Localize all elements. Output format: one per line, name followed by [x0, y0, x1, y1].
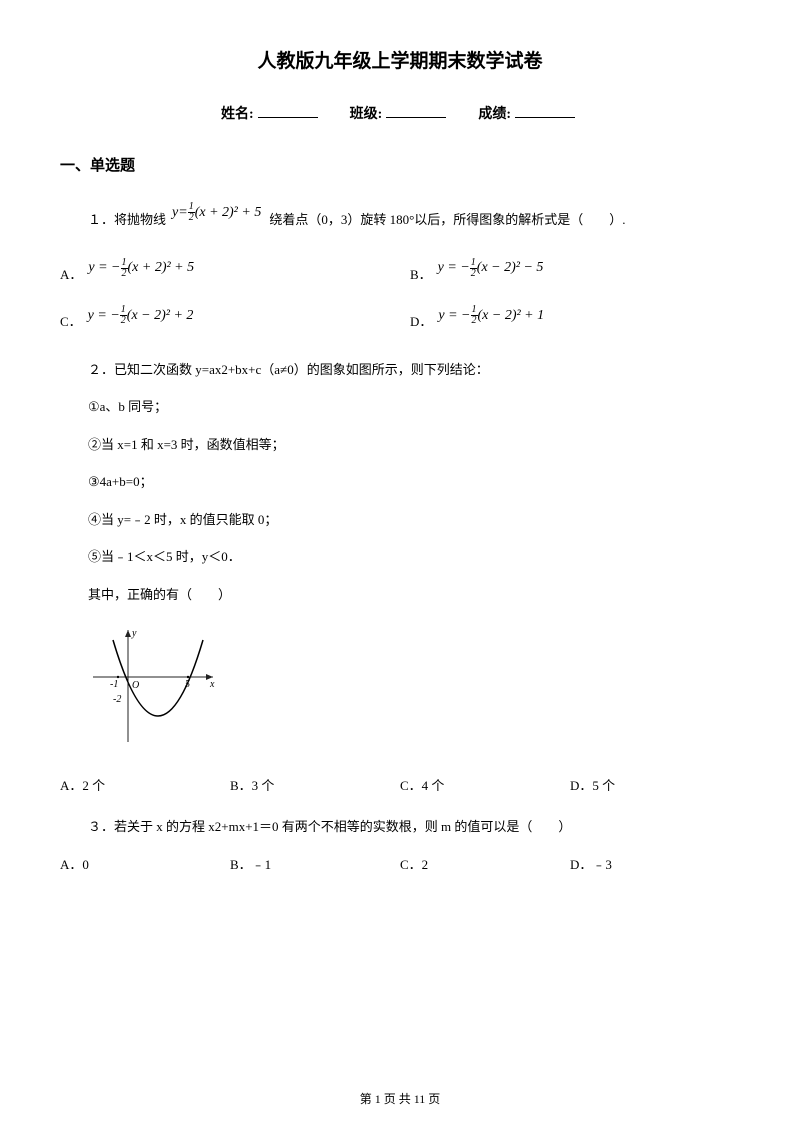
question-3: ３．若关于 x 的方程 x2+mx+1＝0 有两个不相等的实数根，则 m 的值可…: [60, 817, 740, 874]
choice-letter: C．: [60, 312, 82, 332]
frac-num: 1: [470, 258, 477, 269]
q3-choice-A: A．0: [60, 855, 230, 875]
q2-choice-A: A．2 个: [60, 776, 230, 796]
frac-den: 2: [470, 269, 477, 279]
q2-choice-D: D．5 个: [570, 776, 740, 796]
q1-a-lhs: y = −: [88, 260, 120, 275]
choice-letter: A．: [60, 265, 82, 285]
frac-den: 2: [120, 316, 127, 326]
q1-f-lhs: y=: [172, 205, 188, 220]
class-label: 班级:: [350, 107, 383, 122]
origin-label: O: [132, 680, 139, 691]
q3-choices: A．0 B．﹣1 C．2 D．﹣3: [60, 855, 740, 875]
q1-tail: 绕着点（0，3）旋转 180°以后，所得图象的解析式是（ ）.: [269, 210, 625, 230]
choice-letter: D．: [410, 312, 432, 332]
x2-label: 5: [185, 679, 190, 690]
score-label: 成绩:: [478, 107, 511, 122]
q3-lead: ３．若关于 x 的方程 x2+mx+1＝0 有两个不相等的实数根，则 m 的值可…: [60, 817, 740, 837]
q1-c-formula: y = −12(x − 2)² + 2: [88, 305, 194, 326]
name-label: 姓名:: [221, 107, 254, 122]
y-axis-label: y: [131, 628, 137, 639]
q3-choice-D: D．﹣3: [570, 855, 740, 875]
q1-lead: １．将抛物线: [88, 210, 166, 230]
q3-choice-B: B．﹣1: [230, 855, 400, 875]
q2-graph: y x O -1 5 -2: [88, 622, 740, 758]
score-blank: [515, 102, 575, 118]
q1-d-formula: y = −12(x − 2)² + 1: [438, 305, 544, 326]
q1-b-lhs: y = −: [438, 260, 470, 275]
page-footer: 第 1 页 共 11 页: [0, 1090, 800, 1108]
class-blank: [386, 102, 446, 118]
q1-a-formula: y = −12(x + 2)² + 5: [88, 257, 194, 278]
q2-choice-C: C．4 个: [400, 776, 570, 796]
q2-item-4: ④当 y=﹣2 时，x 的值只能取 0；: [60, 510, 740, 530]
q1-d-lhs: y = −: [438, 308, 470, 323]
question-2: ２．已知二次函数 y=ax2+bx+c（a≠0）的图象如图所示，则下列结论： ①…: [60, 360, 740, 796]
q2-tail: 其中，正确的有（ ）: [60, 585, 740, 605]
student-info-line: 姓名: 班级: 成绩:: [60, 102, 740, 125]
x-axis-label: x: [209, 679, 215, 690]
q2-item-2: ②当 x=1 和 x=3 时，函数值相等；: [60, 435, 740, 455]
q2-choices: A．2 个 B．3 个 C．4 个 D．5 个: [60, 776, 740, 796]
q1-c-lhs: y = −: [88, 308, 120, 323]
name-blank: [258, 102, 318, 118]
q2-item-3: ③4a+b=0；: [60, 472, 740, 492]
q1-choice-C: C． y = −12(x − 2)² + 2: [60, 305, 390, 332]
q3-choice-C: C．2: [400, 855, 570, 875]
frac-den: 2: [471, 316, 478, 326]
question-1: １．将抛物线 y=12(x + 2)² + 5 绕着点（0，3）旋转 180°以…: [60, 202, 740, 332]
frac-num: 1: [121, 258, 128, 269]
q2-item-5: ⑤当﹣1＜x＜5 时，y＜0．: [60, 547, 740, 567]
x1-label: -1: [110, 679, 118, 690]
q1-b-formula: y = −12(x − 2)² − 5: [438, 257, 544, 278]
q2-lead: ２．已知二次函数 y=ax2+bx+c（a≠0）的图象如图所示，则下列结论：: [60, 360, 740, 380]
q1-c-rest: (x − 2)² + 2: [127, 308, 194, 323]
y1-label: -2: [113, 694, 121, 705]
q2-choice-B: B．3 个: [230, 776, 400, 796]
q1-d-rest: (x − 2)² + 1: [478, 308, 545, 323]
q1-choices: A． y = −12(x + 2)² + 5 B． y = −12(x − 2)…: [60, 257, 740, 332]
section-single-choice: 一、单选题: [60, 155, 740, 178]
q1-f-rest: (x + 2)² + 5: [195, 205, 262, 220]
q1-choice-B: B． y = −12(x − 2)² − 5: [410, 257, 740, 284]
q2-item-1: ①a、b 同号；: [60, 397, 740, 417]
q1-a-rest: (x + 2)² + 5: [128, 260, 195, 275]
choice-letter: B．: [410, 265, 432, 285]
q1-formula: y=12(x + 2)² + 5: [172, 202, 261, 223]
q1-choice-D: D． y = −12(x − 2)² + 1: [410, 305, 740, 332]
q1-f-den: 2: [188, 213, 195, 223]
q1-choice-A: A． y = −12(x + 2)² + 5: [60, 257, 390, 284]
q1-b-rest: (x − 2)² − 5: [477, 260, 544, 275]
frac-den: 2: [121, 269, 128, 279]
exam-title: 人教版九年级上学期期末数学试卷: [60, 48, 740, 77]
